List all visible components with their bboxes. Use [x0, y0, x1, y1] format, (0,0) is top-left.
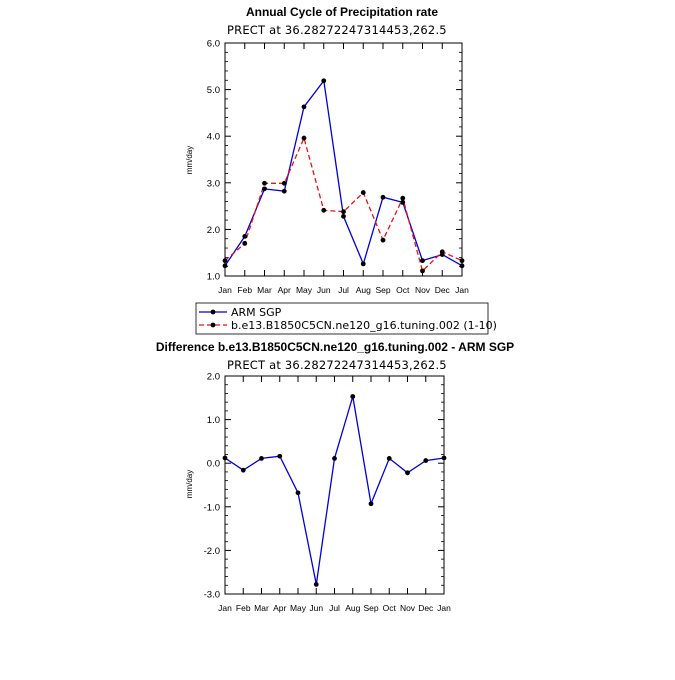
chart1-xtick-label: Jun — [317, 285, 331, 295]
chart1-series-0-point — [420, 258, 425, 264]
chart2-series-0-point — [423, 458, 429, 463]
chart2-xtick-label: Dec — [418, 603, 434, 613]
chart1-series-1-point — [262, 180, 267, 186]
chart1-series-1-point — [341, 209, 346, 215]
chart1-series-1-point — [242, 240, 248, 246]
chart1-ytick-label: 3.0 — [207, 178, 220, 189]
chart1-xtick-label: Jan — [218, 285, 232, 295]
legend-marker-model — [210, 322, 216, 328]
chart1-series-0-point — [400, 199, 406, 205]
chart1-ytick-label: 4.0 — [207, 132, 220, 143]
chart2-xtick-label: May — [290, 603, 307, 613]
legend-label-model: b.e13.B1850C5CN.ne120_g16.tuning.002 (1-… — [231, 319, 497, 332]
chart2-xtick-label: Nov — [400, 603, 416, 613]
chart2-series-0-point — [332, 456, 337, 461]
chart2-ytick-label: -2.0 — [204, 546, 220, 557]
chart1-xtick-label: Jan — [455, 285, 469, 295]
chart2-series-0-point — [295, 490, 301, 496]
chart1-xtick-label: Dec — [435, 285, 451, 295]
chart1-series-0-point — [301, 104, 307, 110]
chart2-series-0-point — [405, 470, 410, 476]
chart2-xtick-label: Aug — [345, 603, 360, 613]
chart2-title: Difference b.e13.B1850C5CN.ne120_g16.tun… — [156, 340, 514, 354]
chart1-ytick-label: 6.0 — [207, 39, 220, 50]
chart2-subtitle: PRECT at 36.28272247314453,262.5 — [227, 358, 447, 372]
chart1-title: Annual Cycle of Precipitation rate — [246, 5, 438, 19]
chart1-xtick-label: Aug — [356, 285, 371, 295]
chart1-series-1-point — [400, 195, 406, 201]
chart1-series-1-point — [301, 135, 307, 141]
chart2-series-0-point — [222, 455, 228, 461]
chart2-series-0-point — [350, 394, 356, 399]
chart2-xtick-label: Mar — [254, 603, 269, 613]
chart2-xtick-label: Apr — [273, 603, 286, 613]
chart1-y-axis-label: mm/day — [185, 146, 194, 174]
chart2-ytick-label: -3.0 — [204, 590, 220, 601]
chart1-xtick-label: Apr — [278, 285, 291, 295]
chart2-ytick-label: 1.0 — [207, 415, 220, 426]
chart1-ytick-label: 5.0 — [207, 85, 220, 96]
chart1-ytick-label: 2.0 — [207, 225, 220, 236]
chart2-xtick-label: Jan — [437, 603, 451, 613]
chart2-xtick-label: Jul — [329, 603, 340, 613]
chart2-series-0-point — [386, 456, 392, 461]
chart2-xtick-label: Sep — [363, 603, 378, 613]
chart1-series-0-point — [380, 194, 386, 200]
chart2-xtick-label: Oct — [383, 603, 397, 613]
chart1-xtick-label: May — [296, 285, 313, 295]
chart2-ytick-label: 2.0 — [207, 372, 220, 383]
chart1-xtick-label: Mar — [257, 285, 272, 295]
chart1-subtitle: PRECT at 36.28272247314453,262.5 — [227, 23, 447, 37]
chart2-ytick-label: 0.0 — [207, 459, 220, 470]
chart1-series-0-point — [360, 261, 366, 267]
chart1-series-1-point — [360, 190, 366, 195]
chart1-series-0-point — [459, 263, 465, 269]
chart1-series-0-point — [262, 186, 267, 192]
chart2-series-0-point — [277, 453, 283, 459]
legend-marker-arm-sgp — [210, 309, 216, 315]
chart1-series-1-point — [222, 258, 228, 264]
chart1-xtick-label: Oct — [396, 285, 410, 295]
chart1-series-0-point — [222, 263, 228, 269]
chart2-ytick-label: -1.0 — [204, 502, 220, 513]
chart1-series-0-point — [281, 188, 287, 194]
chart1-xtick-label: Nov — [415, 285, 431, 295]
legend-label-arm-sgp: ARM SGP — [231, 306, 282, 319]
chart2-y-axis-label: mm/day — [185, 470, 194, 498]
chart2-plot-area: -3.0 -2.0 -1.0 0.0 1.0 2.0 Jan Feb Mar Apr May Jun J… — [204, 372, 451, 614]
chart1-series-1-point — [281, 180, 287, 186]
chart1-xtick-label: Feb — [237, 285, 252, 295]
chart1-series-0-point — [341, 213, 346, 219]
chart2-series-0-point — [240, 467, 246, 473]
chart2-xtick-label: Feb — [236, 603, 251, 613]
chart1-ytick-label: 1.0 — [207, 272, 220, 283]
chart1-series-0-point — [242, 233, 248, 239]
chart2-series-0-point — [368, 501, 374, 507]
chart2-xtick-label: Jan — [218, 603, 232, 613]
chart1-series-1-point — [459, 258, 465, 264]
chart2-series-0-point — [441, 455, 447, 461]
chart1-plot-area: 1.0 2.0 3.0 4.0 5.0 6.0 Jan Feb Mar Apr May Jun Jul A… — [207, 39, 469, 296]
chart1-series-1-point — [380, 237, 386, 243]
chart2-series-0-point — [313, 582, 319, 587]
legend-box — [195, 302, 489, 335]
chart1-series-1-point — [439, 249, 445, 255]
chart1-series-0-point — [321, 78, 327, 84]
chart2-xtick-label: Jun — [309, 603, 323, 613]
chart1-series-1-point — [420, 268, 425, 274]
chart2-series-0-point — [259, 456, 264, 461]
chart1-xtick-label: Sep — [375, 285, 390, 295]
chart1-series-1-point — [321, 207, 327, 213]
chart1-legend: ARM SGP b.e13.B1850C5CN.ne120_g16.tuning… — [195, 302, 497, 335]
chart1-xtick-label: Jul — [338, 285, 349, 295]
